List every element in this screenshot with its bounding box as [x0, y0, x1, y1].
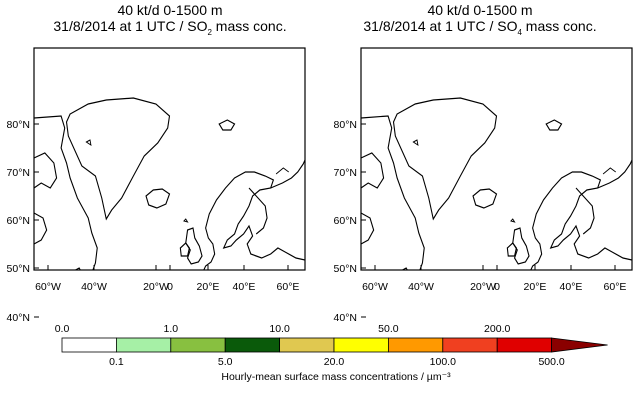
colorbar-top-label: 10.0: [269, 323, 290, 335]
left-title-prefix: 31/8/2014 at 1 UTC / SO: [53, 18, 208, 34]
colorbar-bottom-label: 0.1: [109, 356, 124, 368]
colorbar-bottom-label: 20.0: [324, 356, 345, 368]
right-title-subscript: 4: [517, 27, 522, 37]
right-lon-label: 20°E: [524, 281, 547, 293]
left-lon-label: 60°E: [277, 281, 300, 293]
colorbar-bottom-label: 5.0: [218, 356, 233, 368]
colorbar-segment: [496, 337, 553, 353]
right-coastlines: [361, 97, 632, 270]
right-lon-label: 40°W: [408, 281, 434, 293]
left-map-clip: [34, 97, 305, 270]
colorbar: 0.0 1.0 10.0 50.0 200.0 0.1 5.0 20.0 100.0 500.0 H…: [55, 323, 608, 383]
colorbar-caption: Hourly-mean surface mass concentrations …: [221, 371, 451, 383]
right-lat-label: 50°N: [334, 263, 357, 275]
left-lon-label: 0: [167, 281, 173, 293]
right-lon-label: 20°W: [470, 281, 496, 293]
right-lat-label: 40°N: [334, 312, 357, 324]
right-map-frame: [360, 47, 633, 271]
right-map: [360, 47, 633, 271]
left-title-line2: 31/8/2014 at 1 UTC / SO2 mass conc.: [20, 18, 320, 41]
right-lon-label: 60°W: [362, 281, 388, 293]
colorbar-segment: [224, 337, 280, 353]
colorbar-arrow: [551, 337, 608, 353]
left-map: [33, 47, 306, 271]
left-title-suffix: mass conc.: [211, 18, 287, 34]
right-title-suffix: mass conc.: [521, 18, 597, 34]
right-title-prefix: 31/8/2014 at 1 UTC / SO: [363, 18, 518, 34]
colorbar-bottom-label: 500.0: [538, 356, 564, 368]
right-lat-label: 70°N: [334, 167, 357, 179]
left-lat-label: 50°N: [7, 263, 30, 275]
colorbar-top-label: 50.0: [378, 323, 399, 335]
right-lon-label: 40°E: [560, 281, 583, 293]
left-lat-label: 40°N: [7, 312, 30, 324]
left-lat-label: 70°N: [7, 167, 30, 179]
right-map-clip: [361, 97, 632, 270]
colorbar-segment: [333, 337, 389, 353]
colorbar-segment: [279, 337, 335, 353]
right-lon-label: 0: [494, 281, 500, 293]
colorbar-segment: [61, 337, 117, 353]
right-lat-label: 80°N: [334, 119, 357, 131]
right-title-line1: 40 kt/d 0-1500 m: [427, 2, 533, 18]
left-lon-label: 20°E: [197, 281, 220, 293]
left-lon-label: 20°W: [143, 281, 169, 293]
right-panel-title: 40 kt/d 0-1500 m 31/8/2014 at 1 UTC / SO…: [330, 2, 630, 41]
colorbar-top-label: 1.0: [163, 323, 178, 335]
colorbar-segment: [387, 337, 444, 353]
left-lon-label: 60°W: [35, 281, 61, 293]
left-coastlines: [34, 97, 305, 270]
left-map-frame: [33, 47, 306, 271]
right-lon-label: 60°E: [604, 281, 627, 293]
left-lat-label: 80°N: [7, 119, 30, 131]
colorbar-bottom-label: 100.0: [430, 356, 456, 368]
left-title-subscript: 2: [207, 27, 212, 37]
axes-layer: 80°N70°N60°N50°N40°N60°W 40°W 20°W0 20°E 40°…: [7, 119, 627, 324]
left-lon-label: 40°E: [233, 281, 256, 293]
left-title-line1: 40 kt/d 0-1500 m: [117, 2, 223, 18]
left-lat-label: 60°N: [7, 215, 30, 227]
colorbar-segment: [116, 337, 172, 353]
colorbar-segment: [442, 337, 498, 353]
colorbar-segment: [170, 337, 226, 353]
right-lat-label: 60°N: [334, 215, 357, 227]
left-panel-title: 40 kt/d 0-1500 m 31/8/2014 at 1 UTC / SO…: [20, 2, 320, 41]
left-lon-label: 40°W: [81, 281, 107, 293]
colorbar-top-label: 0.0: [55, 323, 70, 335]
right-title-line2: 31/8/2014 at 1 UTC / SO4 mass conc.: [330, 18, 630, 41]
colorbar-top-label: 200.0: [484, 323, 510, 335]
